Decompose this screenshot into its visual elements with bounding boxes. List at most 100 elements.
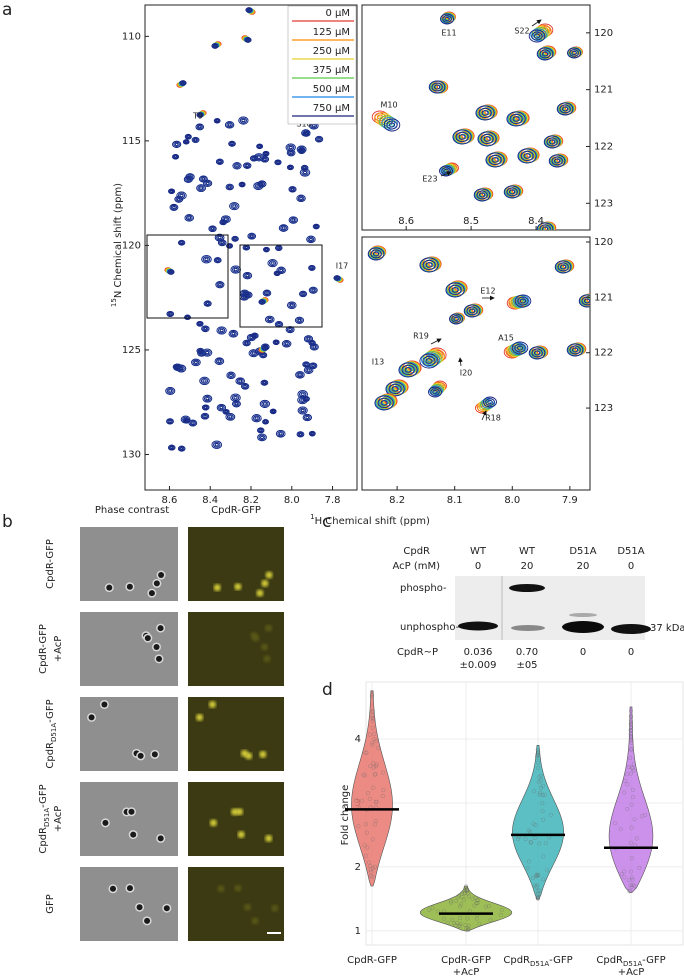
superscript: 15 [110, 298, 118, 307]
texture-dot [371, 761, 376, 766]
contour [279, 268, 284, 272]
texture-dot [536, 780, 541, 785]
label-text: N Chemical shift (ppm) [113, 183, 124, 298]
contour [204, 301, 211, 306]
phase-image [80, 782, 178, 856]
texture-dot [535, 747, 540, 752]
contour [247, 8, 251, 12]
texture-dot [370, 740, 375, 745]
texture-dot [367, 796, 372, 801]
contour [310, 363, 317, 369]
contour [523, 153, 531, 159]
contour [230, 393, 241, 402]
contour [262, 419, 269, 425]
texture-dot [543, 841, 548, 846]
peak-label: I20 [460, 369, 473, 378]
peak-label: E11 [441, 29, 456, 38]
contour [200, 412, 210, 420]
violin [608, 706, 654, 893]
contour [295, 371, 305, 379]
texture-dot [473, 895, 478, 900]
contour [303, 366, 314, 374]
contour [571, 50, 577, 56]
contour [166, 388, 174, 394]
contour [260, 182, 264, 186]
peak-label: I17 [336, 262, 349, 271]
contour [312, 223, 320, 230]
contour [215, 158, 224, 165]
contour [206, 302, 210, 305]
contour [239, 182, 245, 187]
contour [238, 181, 246, 188]
contour [440, 13, 454, 25]
texture-dot [529, 840, 534, 845]
contour [296, 372, 304, 378]
contour [180, 80, 186, 86]
texture-dot [634, 836, 639, 841]
texture-dot [361, 772, 366, 777]
contour [299, 391, 307, 398]
contour [444, 16, 450, 22]
texture-dot [452, 921, 457, 926]
texture-dot [629, 765, 634, 770]
lanes: WT 0 0.036 ±0.009 WT 20 0.70 ±05 D51A 20 0 D51A 0 0 [459, 546, 644, 671]
texture-dot [374, 799, 379, 804]
contour [289, 151, 293, 155]
texture-dot [470, 896, 475, 901]
texture-dot [363, 751, 368, 756]
fluorescence-image [188, 697, 284, 771]
contour [203, 300, 212, 307]
contour [185, 176, 192, 182]
texture-dot [363, 822, 368, 827]
contour [245, 7, 253, 13]
texture-dot [625, 806, 630, 811]
contour [244, 341, 249, 345]
label-text: -GFP [45, 699, 56, 723]
contour [245, 164, 249, 168]
contour [541, 51, 549, 57]
peak-label: I13 [372, 358, 385, 367]
texture-dot [530, 876, 535, 881]
contour [297, 147, 306, 154]
cell [106, 584, 113, 591]
contour [262, 381, 266, 385]
texture-dot [474, 916, 479, 921]
cell [102, 819, 109, 826]
contour [310, 432, 314, 435]
contour [215, 281, 225, 289]
contour [289, 303, 294, 307]
contour [202, 394, 213, 403]
contour [211, 440, 223, 449]
texture-dot [427, 908, 432, 913]
texture-dot [369, 695, 374, 700]
contour [197, 321, 203, 326]
fluorescence-image [188, 612, 284, 686]
texture-dot [370, 692, 375, 697]
texture-dot [631, 762, 636, 767]
contour [381, 116, 398, 130]
contour [244, 246, 248, 249]
y-tick-label: 130 [122, 449, 141, 460]
cell-fluorescence [231, 808, 239, 816]
contour [181, 81, 185, 85]
contour [191, 136, 200, 144]
contour [243, 245, 249, 250]
contour [297, 406, 308, 415]
cell [158, 572, 165, 579]
texture-dot [465, 928, 470, 933]
texture-dot [464, 884, 469, 889]
quant-label: CpdR~P [397, 647, 438, 658]
texture-dot [455, 895, 460, 900]
contour [177, 192, 186, 199]
texture-dot [540, 783, 545, 788]
contour [276, 245, 282, 251]
contour [303, 362, 309, 367]
contour [303, 396, 309, 402]
contour [260, 435, 264, 439]
contour [174, 142, 179, 146]
contour [432, 389, 438, 395]
x-tick-label: 7.8 [325, 495, 341, 506]
contour [533, 350, 541, 356]
texture-dot [630, 766, 635, 771]
contour [168, 269, 174, 275]
